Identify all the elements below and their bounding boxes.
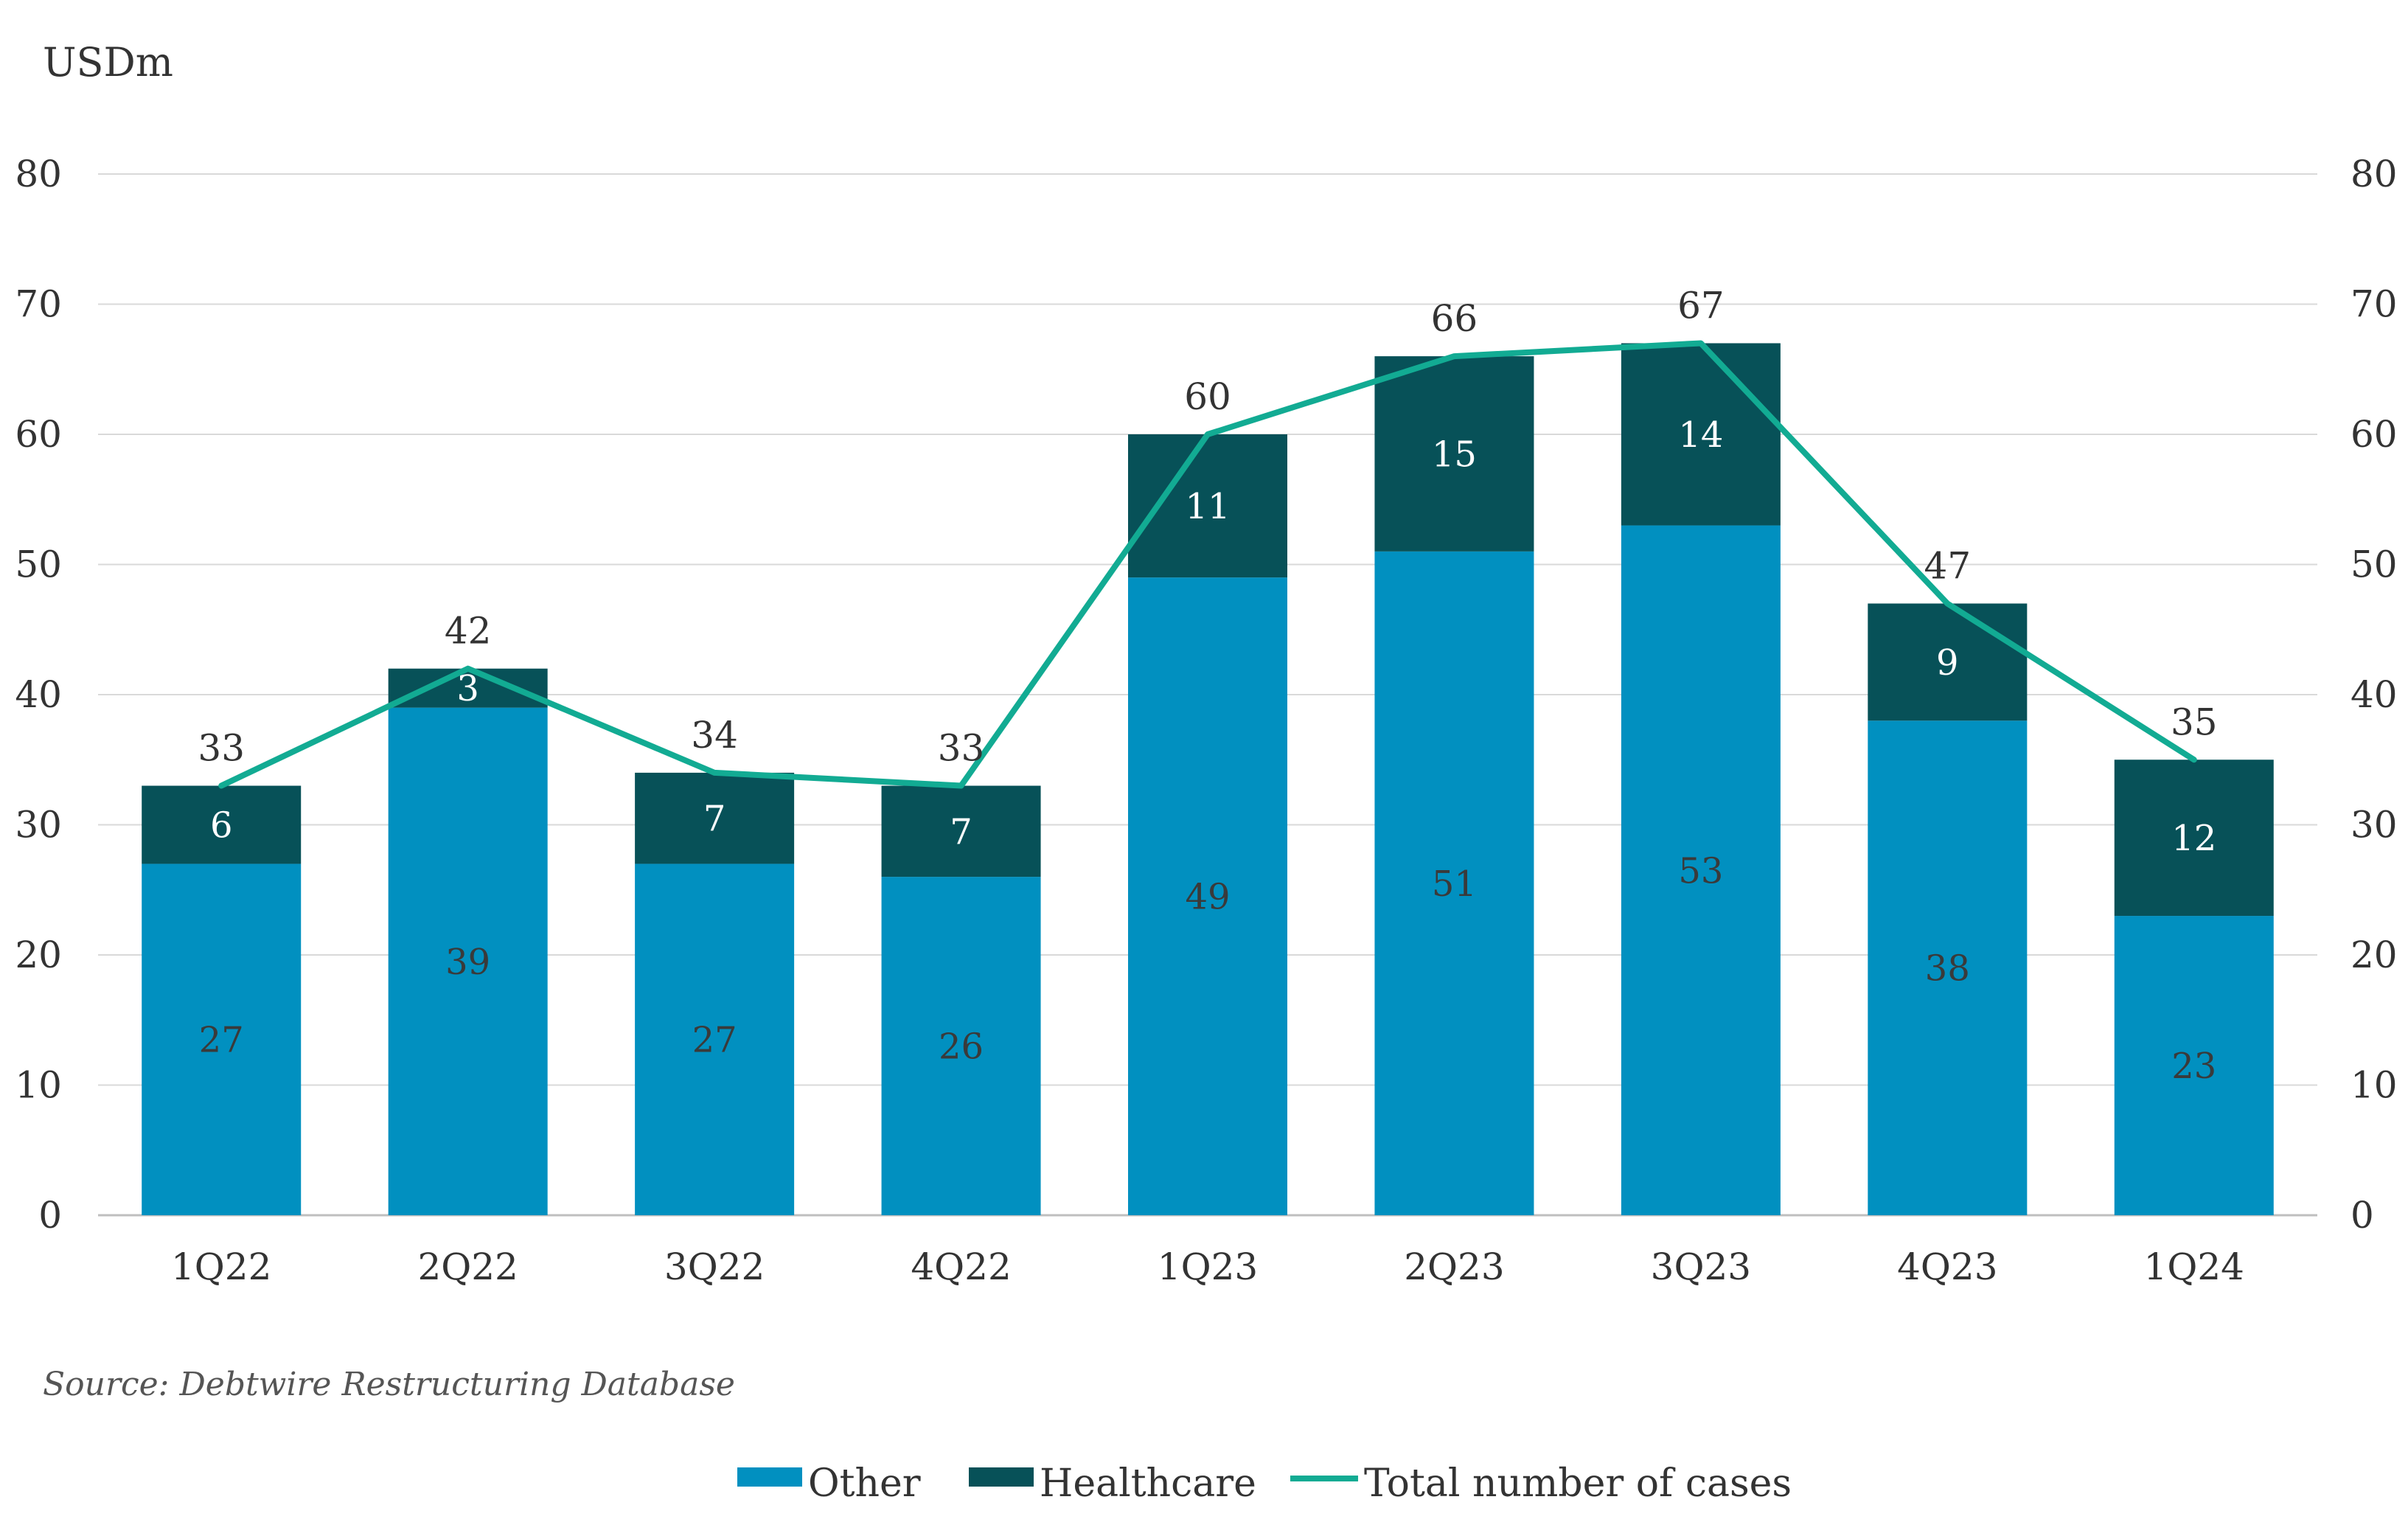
y-tick-label-right: 70 [2350,283,2398,326]
bar-healthcare [1374,356,1534,552]
data-label-total: 33 [198,727,245,770]
x-tick-label: 1Q23 [1158,1245,1258,1288]
bars [142,343,2274,1215]
x-tick-label: 4Q22 [911,1245,1011,1288]
y-axis-right: 0 10 20 30 40 50 60 70 80 [2350,153,2398,1237]
data-label-healthcare: 11 [1185,486,1230,527]
legend-swatch-other [737,1467,802,1487]
y-tick-label-left: 50 [15,543,62,586]
bar-other [388,707,548,1215]
y-tick-label-right: 50 [2350,543,2398,586]
y-tick-label-left: 20 [15,934,62,976]
legend-label-total: Total number of cases [1364,1462,1792,1506]
y-tick-label-right: 40 [2350,673,2398,716]
data-label-healthcare: 9 [1936,642,1959,684]
x-tick-label: 1Q24 [2144,1245,2244,1288]
data-label-other: 39 [445,942,490,983]
data-label-healthcare: 15 [1432,434,1477,475]
bar-other [1128,577,1287,1215]
data-label-total: 34 [691,714,738,757]
legend: Other Healthcare Total number of cases [737,1462,1792,1506]
bar-healthcare [142,785,302,864]
y-tick-label-left: 80 [15,153,62,195]
bar-healthcare [2114,760,2274,917]
y-tick-label-left: 70 [15,283,62,326]
bar-other [881,877,1041,1215]
y-axis-left: 0 10 20 30 40 50 60 70 80 [15,153,62,1237]
bar-other [1868,720,2028,1215]
data-label-total: 67 [1677,284,1725,327]
bar-healthcare [1621,343,1781,526]
x-tick-label: 3Q23 [1651,1245,1751,1288]
x-tick-label: 1Q22 [171,1245,271,1288]
data-label-healthcare: 7 [703,799,726,840]
y-tick-label-right: 10 [2350,1064,2398,1107]
bar-other [142,863,302,1215]
x-axis: 1Q22 2Q22 3Q22 4Q22 1Q23 2Q23 3Q23 4Q23 1Q24 [171,1245,2244,1288]
data-label-total: 60 [1184,375,1231,418]
y-axis-unit-label: USDm [43,39,173,86]
data-label-healthcare: 12 [2171,818,2216,859]
total-line-path [218,340,2197,789]
data-label-other: 27 [199,1020,244,1061]
data-label-healthcare: 6 [210,805,233,847]
y-tick-label-left: 0 [38,1194,62,1237]
x-tick-label: 2Q23 [1404,1245,1504,1288]
data-label-healthcare: 14 [1678,414,1723,456]
data-label-total: 47 [1924,544,1972,587]
data-label-other: 51 [1432,863,1477,905]
source-note: Source: Debtwire Restructuring Database [43,1366,735,1403]
y-tick-label-right: 60 [2350,413,2398,456]
x-tick-label: 2Q22 [417,1245,518,1288]
data-label-other: 26 [939,1026,984,1068]
y-tick-label-left: 10 [15,1064,62,1107]
bar-other [635,863,795,1215]
data-label-other: 27 [692,1020,737,1061]
bar-healthcare [881,785,1041,878]
bar-other [2114,916,2274,1215]
y-tick-label-right: 30 [2350,804,2398,847]
data-label-other: 38 [1925,948,1970,990]
legend-label-healthcare: Healthcare [1040,1462,1256,1506]
y-tick-label-right: 80 [2350,153,2398,195]
legend-label-other: Other [808,1462,921,1506]
bar-healthcare [635,772,795,864]
bar-healthcare [1868,603,2028,721]
y-tick-label-left: 30 [15,804,62,847]
data-label-other: 23 [2171,1046,2216,1087]
data-label-total: 35 [2171,701,2218,743]
data-label-total: 66 [1431,297,1478,340]
data-label-total: 33 [938,727,985,770]
x-tick-label: 4Q23 [1897,1245,1997,1288]
bar-other [1621,525,1781,1215]
total-line [218,340,2197,789]
data-label-other: 53 [1678,850,1723,892]
y-tick-label-left: 40 [15,673,62,716]
data-label-total: 42 [445,610,492,653]
data-label-other: 49 [1185,877,1230,918]
y-tick-label-right: 0 [2350,1194,2374,1237]
data-label-healthcare: 3 [456,668,479,709]
data-label-healthcare: 7 [950,811,972,852]
bar-other [1374,551,1534,1215]
y-tick-label-left: 60 [15,413,62,456]
x-tick-label: 3Q22 [664,1245,765,1288]
legend-swatch-healthcare [969,1467,1034,1487]
data-labels: 27 6 39 3 27 7 26 7 49 11 51 15 53 14 38 9 23 12 33 42 34 33 6… [198,284,2217,1087]
y-tick-label-right: 20 [2350,934,2398,976]
